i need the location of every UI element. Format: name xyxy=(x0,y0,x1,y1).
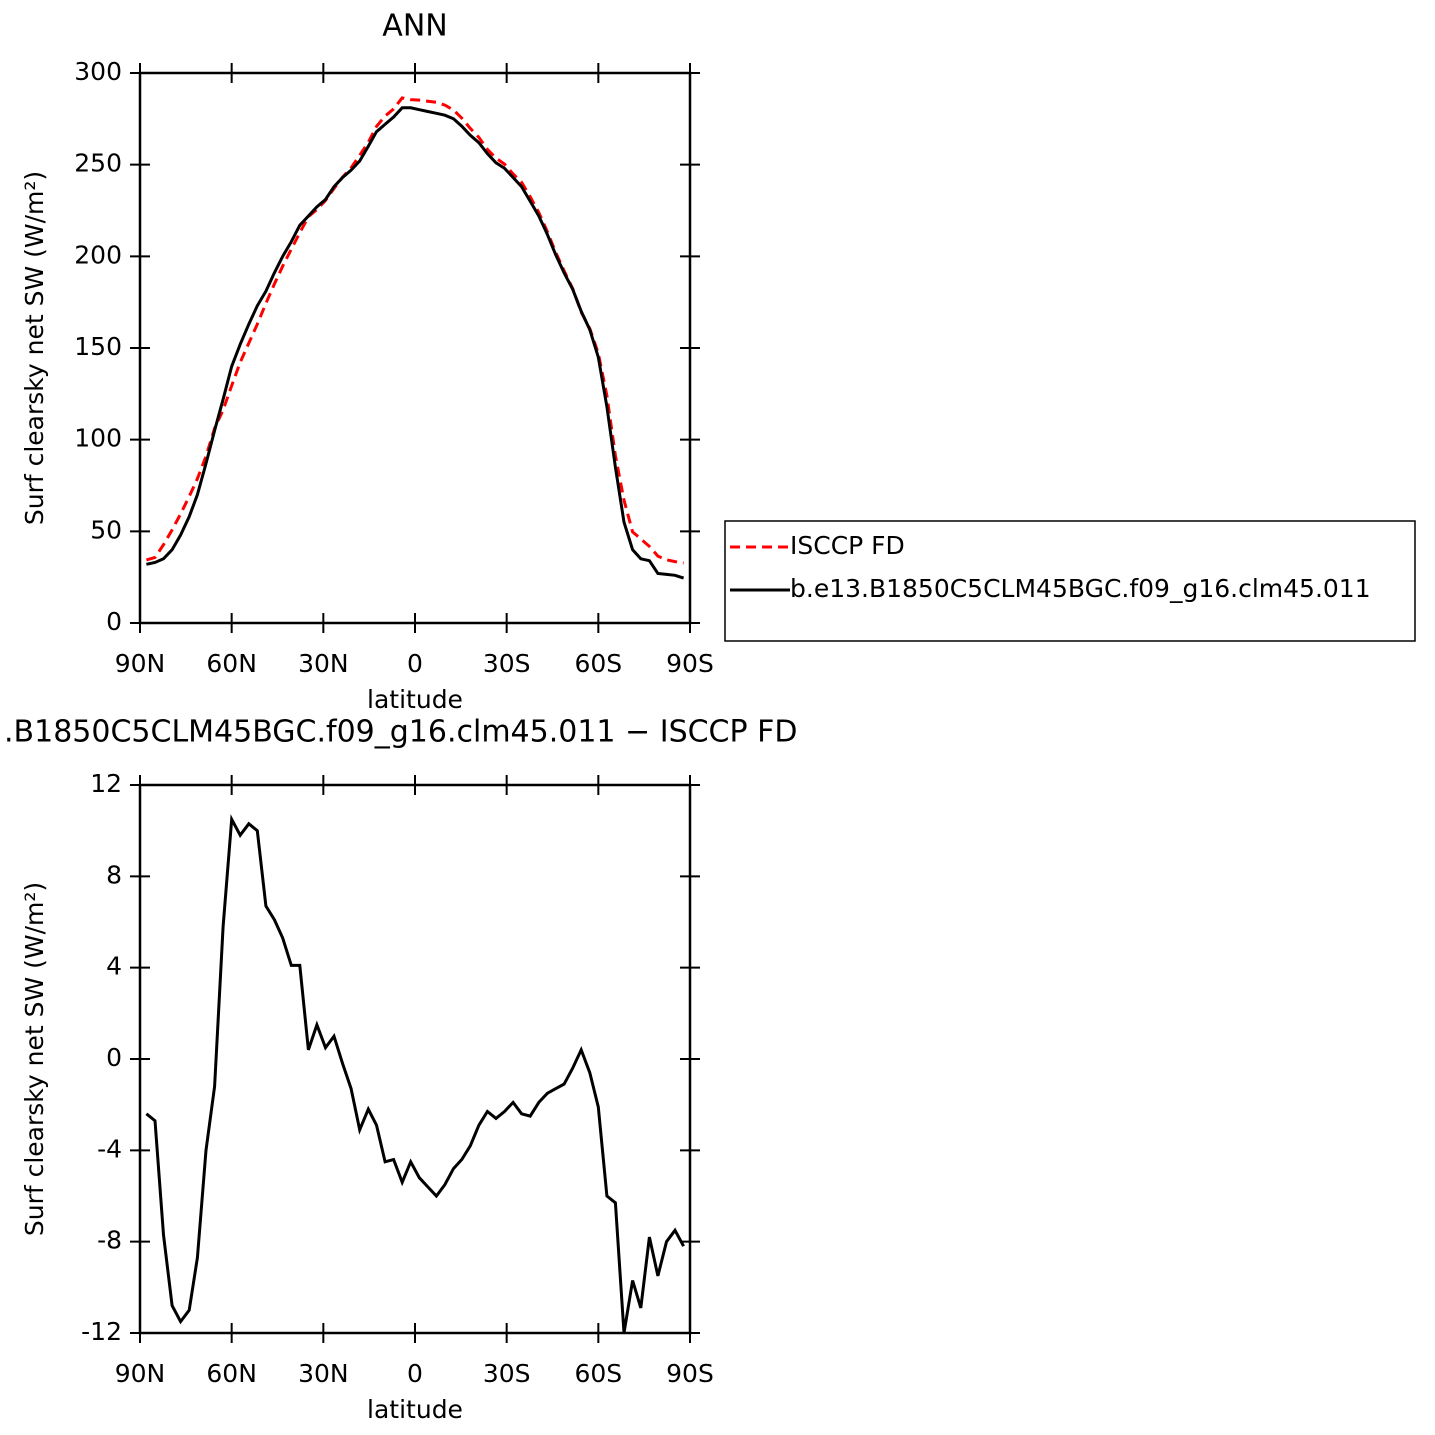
x-tick-label: 30N xyxy=(298,1359,349,1388)
y-axis-label: Surf clearsky net SW (W/m²) xyxy=(20,171,49,525)
series-line xyxy=(145,814,685,1334)
series-line xyxy=(146,106,685,580)
y-tick-label: 250 xyxy=(74,149,122,178)
x-tick-label: 90N xyxy=(115,649,166,678)
y-tick-label: 12 xyxy=(90,769,122,798)
chart-title: .B1850C5CLM45BGC.f09_g16.clm45.011 − ISC… xyxy=(4,715,798,750)
y-tick-label: 100 xyxy=(74,424,122,453)
x-tick-label: 0 xyxy=(407,649,423,678)
y-tick-label: 50 xyxy=(90,515,122,544)
chart-title: ANN xyxy=(382,9,447,44)
x-tick-label: 30N xyxy=(298,649,349,678)
legend-box xyxy=(724,520,1416,642)
y-tick-label: -4 xyxy=(97,1134,122,1163)
x-tick-label: 60S xyxy=(574,649,622,678)
y-tick-label: 300 xyxy=(74,57,122,86)
y-tick-label: 8 xyxy=(106,860,122,889)
y-tick-label: 0 xyxy=(106,1043,122,1072)
x-tick-label: 90N xyxy=(115,1359,166,1388)
x-tick-label: 30S xyxy=(483,1359,531,1388)
x-tick-label: 90S xyxy=(666,1359,714,1388)
x-tick-label: 60N xyxy=(206,649,257,678)
y-tick-label: -8 xyxy=(97,1226,122,1255)
x-axis-label: latitude xyxy=(367,685,463,714)
x-axis-label: latitude xyxy=(367,1395,463,1424)
plot-frame xyxy=(138,783,692,1335)
x-tick-label: 60N xyxy=(206,1359,257,1388)
x-tick-label: 30S xyxy=(483,649,531,678)
y-tick-label: 150 xyxy=(74,332,122,361)
x-tick-label: 60S xyxy=(574,1359,622,1388)
legend-label: ISCCP FD xyxy=(790,531,905,560)
x-tick-label: 0 xyxy=(407,1359,423,1388)
x-tick-label: 90S xyxy=(666,649,714,678)
y-tick-label: 0 xyxy=(106,607,122,636)
y-tick-label: 200 xyxy=(74,240,122,269)
y-axis-label: Surf clearsky net SW (W/m²) xyxy=(20,882,49,1236)
y-tick-label: 4 xyxy=(106,952,122,981)
plot-frame xyxy=(138,71,692,625)
y-tick-label: -12 xyxy=(81,1317,122,1346)
series-line xyxy=(145,96,684,565)
legend-label: b.e13.B1850C5CLM45BGC.f09_g16.clm45.011 xyxy=(790,574,1371,603)
